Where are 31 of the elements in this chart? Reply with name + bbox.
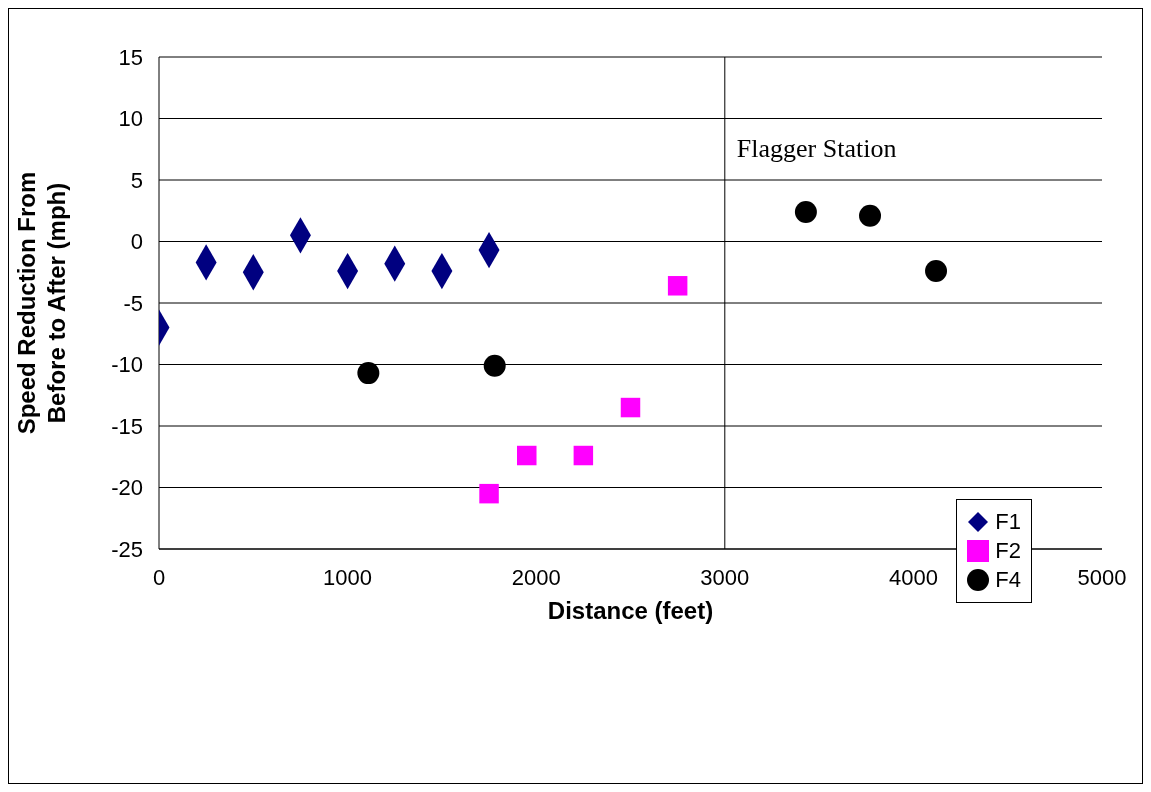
point [859,204,882,227]
y-tick-label: -5 [123,290,143,316]
point [794,201,817,223]
x-tick-label: 5000 [1077,564,1127,590]
x-tick-label: 4000 [888,564,938,590]
x-tick-label: 2000 [511,564,561,590]
x-tick-label: 0 [152,564,166,590]
y-tick-label: 10 [118,106,143,132]
legend-label: F2 [995,538,1021,564]
point [925,260,948,282]
y-tick-label: -15 [111,413,143,439]
x-axis-title: Distance (feet) [547,597,714,624]
point [620,397,641,418]
y-tick-label: 15 [118,44,143,70]
y-axis-title: Speed Reduction From Before to After (mph) [13,171,70,435]
point [357,362,380,385]
y-tick-label: 0 [130,229,143,255]
legend-label: F4 [995,567,1021,593]
point [517,445,537,466]
point [479,483,499,504]
y-tick-label: -10 [111,352,143,378]
y-tick-label: -25 [111,536,143,562]
point [667,276,688,296]
x-tick-label: 3000 [700,564,750,590]
y-tick-label: -20 [111,475,143,501]
ref-line-label: Flagger Station [736,134,897,163]
point [483,354,506,377]
x-tick-label: 1000 [323,564,373,590]
legend-label: F1 [995,509,1021,535]
y-tick-label: 5 [130,167,143,193]
point [573,445,594,466]
